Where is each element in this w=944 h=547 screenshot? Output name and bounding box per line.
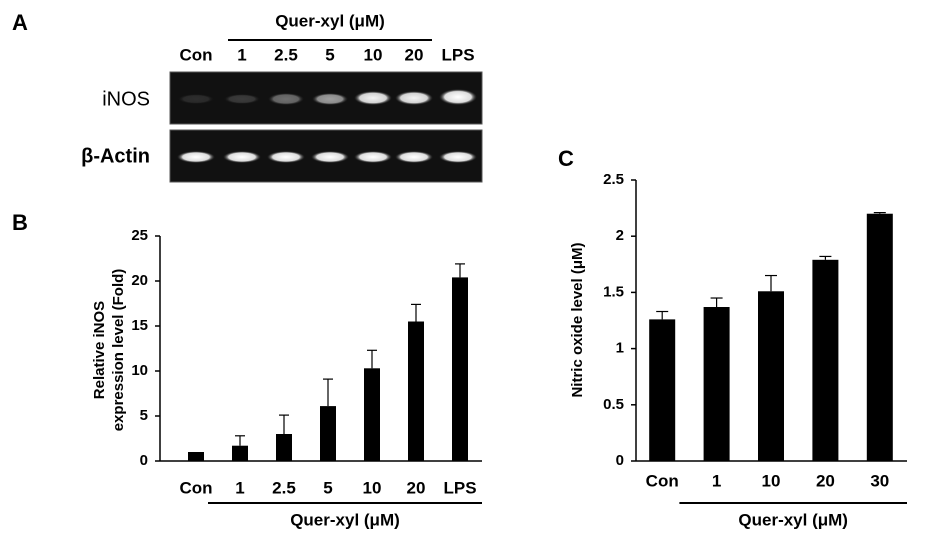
lane-label: 20 (405, 45, 424, 64)
x-tick-label: 1 (712, 471, 721, 490)
band (311, 151, 349, 163)
gel-bands (177, 89, 477, 163)
lane-label: Con (179, 45, 212, 64)
x-tick-label: 30 (870, 471, 889, 490)
lane-label: 2.5 (274, 45, 298, 64)
bar (866, 213, 893, 461)
lane-label: LPS (441, 45, 474, 64)
x-tick-label: 10 (363, 478, 382, 497)
bar (703, 307, 730, 461)
x-tick-label: LPS (443, 478, 476, 497)
y-axis-label: Relative iNOS (91, 301, 108, 399)
bar (758, 291, 784, 461)
lane-label: 1 (237, 45, 246, 64)
row-label: iNOS (102, 88, 150, 110)
band (312, 93, 348, 105)
band (178, 94, 214, 104)
band (354, 91, 392, 105)
y-tick-label: 2.5 (603, 171, 624, 188)
band (439, 151, 477, 163)
band (268, 93, 304, 105)
band (439, 89, 477, 105)
group-label: Quer-xyl (μM) (738, 510, 848, 529)
lane-label: 10 (364, 45, 383, 64)
row-label: β-Actin (81, 145, 150, 167)
y-tick-label: 25 (131, 227, 148, 244)
bar (276, 434, 292, 461)
y-tick-label: 1.5 (603, 283, 624, 300)
bar (812, 259, 839, 461)
x-tick-label: Con (179, 478, 212, 497)
y-tick-label: 5 (140, 407, 148, 424)
y-axis-label: expression level (Fold) (110, 269, 127, 432)
x-tick-label: 5 (323, 478, 332, 497)
band (395, 91, 433, 105)
band (267, 151, 305, 163)
y-tick-label: 2 (616, 227, 624, 244)
x-tick-label: 20 (407, 478, 426, 497)
bar (452, 277, 468, 461)
bar (649, 319, 676, 461)
y-tick-label: 10 (131, 362, 148, 379)
lane-label: 5 (325, 45, 334, 64)
panel-label: A (12, 10, 28, 35)
band (354, 151, 392, 163)
x-tick-label: 10 (762, 471, 781, 490)
band (224, 94, 260, 104)
x-tick-label: Con (646, 471, 679, 490)
y-tick-label: 0 (140, 452, 148, 469)
band (177, 151, 215, 163)
panel-label: C (558, 146, 574, 171)
x-tick-label: 20 (816, 471, 835, 490)
band (223, 151, 261, 163)
bar (408, 321, 424, 461)
group-label: Quer-xyl (μM) (290, 510, 400, 529)
bar (320, 406, 336, 461)
y-tick-label: 15 (131, 317, 148, 334)
x-tick-label: 2.5 (272, 478, 296, 497)
y-tick-label: 20 (131, 272, 148, 289)
band (395, 151, 433, 163)
y-axis-label: Nitric oxide level (μM) (569, 242, 586, 397)
y-tick-label: 0 (616, 452, 624, 469)
bar (232, 445, 248, 461)
bar (364, 368, 380, 461)
group-label: Quer-xyl (μM) (275, 11, 385, 30)
y-tick-label: 1 (616, 340, 624, 357)
x-tick-label: 1 (235, 478, 244, 497)
panel-label: B (12, 210, 28, 235)
bar (188, 452, 204, 461)
y-tick-label: 0.5 (603, 396, 624, 413)
